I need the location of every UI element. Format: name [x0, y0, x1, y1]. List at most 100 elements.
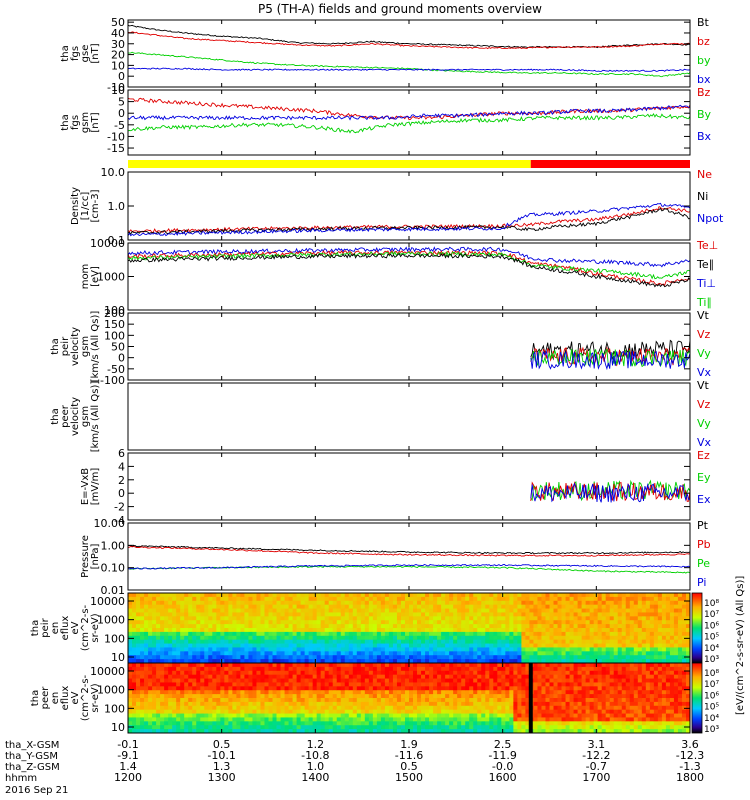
spectrogram-cell: [505, 659, 510, 664]
spectrogram-cell: [140, 651, 145, 656]
spectrogram-cell: [256, 682, 261, 687]
spectrogram-cell: [549, 608, 554, 613]
spectrogram-cell: [421, 628, 426, 633]
spectrogram-cell: [284, 628, 289, 633]
spectrogram-cell: [180, 604, 185, 609]
spectrogram-cell: [637, 604, 643, 609]
spectrogram-cell: [272, 635, 277, 641]
spectrogram-cell: [228, 596, 233, 602]
spectrogram-cell: [128, 651, 133, 656]
spectrogram-cell: [344, 713, 350, 718]
spectrogram-cell: [677, 593, 683, 598]
spectrogram-cell: [633, 631, 639, 637]
spectrogram-cell: [413, 674, 418, 679]
spectrogram-cell: [653, 600, 659, 606]
spectrogram-cell: [268, 721, 273, 726]
spectrogram-cell: [493, 686, 498, 691]
spectrogram-cell: [537, 608, 542, 613]
spectrogram-cell: [473, 670, 478, 676]
spectrogram-cell: [529, 643, 534, 648]
spectrogram-cell: [196, 620, 201, 625]
spectrogram-cell: [481, 600, 486, 606]
spectrogram-cell: [413, 639, 418, 644]
y-tick-label: 100: [104, 632, 125, 645]
spectrogram-cell: [641, 604, 647, 609]
spectrogram-cell: [561, 608, 566, 613]
spectrogram-cell: [509, 659, 514, 664]
spectrogram-cell: [180, 624, 185, 629]
spectrogram-cell: [280, 663, 285, 668]
spectrogram-cell: [404, 616, 410, 621]
spectrogram-cell: [501, 643, 506, 648]
spectrogram-cell: [593, 698, 599, 703]
spectrogram-cell: [457, 596, 462, 602]
spectrogram-cell: [577, 651, 583, 656]
spectrogram-cell: [304, 717, 310, 722]
spectrogram-cell: [172, 628, 177, 633]
spectrogram-cell: [597, 713, 603, 718]
spectrogram-cell: [404, 674, 410, 679]
spectrogram-cell: [561, 620, 566, 625]
spectrogram-cell: [421, 655, 426, 660]
spectrogram-cell: [593, 690, 599, 695]
spectrogram-cell: [521, 705, 526, 711]
spectrogram-cell: [404, 690, 410, 695]
spectrogram-cell: [545, 721, 550, 726]
spectrogram-cell: [549, 686, 554, 691]
spectrogram-cell: [501, 721, 506, 726]
spectrogram-cell: [649, 659, 655, 664]
spectrogram-cell: [677, 596, 683, 602]
spectrogram-cell: [388, 616, 394, 621]
spectrogram-cell: [200, 709, 205, 714]
spectrogram-cell: [509, 709, 514, 714]
spectrogram-cell: [677, 612, 683, 617]
spectrogram-cell: [132, 674, 137, 679]
spectrogram-cell: [629, 616, 635, 621]
spectrogram-cell: [413, 620, 418, 625]
spectrogram-cell: [533, 647, 538, 652]
spectrogram-cell: [304, 678, 310, 683]
spectrogram-cell: [473, 659, 478, 664]
spectrogram-cell: [685, 600, 691, 606]
spectrogram-cell: [236, 717, 241, 722]
spectrogram-cell: [344, 612, 350, 617]
spectrogram-cell: [565, 666, 570, 672]
spectrogram-cell: [208, 666, 213, 672]
spectrogram-cell: [268, 659, 273, 664]
spectrogram-cell: [553, 608, 558, 613]
spectrogram-cell: [352, 713, 358, 718]
series-line-3: [127, 67, 691, 72]
spectrogram-cell: [340, 647, 346, 652]
spectrogram-cell: [304, 593, 310, 598]
spectrogram-cell: [248, 647, 253, 652]
spectrogram-cell: [525, 600, 530, 606]
spectrogram-cell: [180, 670, 185, 676]
spectrogram-cell: [204, 635, 209, 641]
spectrogram-cell: [477, 694, 482, 699]
spectrogram-cell: [657, 639, 663, 644]
spectrogram-cell: [204, 596, 209, 602]
spectrogram-cell: [180, 686, 185, 691]
spectrogram-cell: [376, 596, 382, 602]
spectrogram-cell: [617, 593, 623, 598]
spectrogram-cell: [224, 682, 229, 687]
spectrogram-cell: [340, 643, 346, 648]
spectrogram-cell: [260, 690, 265, 695]
spectrogram-cell: [437, 705, 442, 711]
spectrogram-cell: [196, 725, 201, 730]
spectrogram-cell: [525, 612, 530, 617]
spectrogram-cell: [176, 729, 181, 734]
spectrogram-cell: [409, 620, 414, 625]
spectrogram-cell: [144, 713, 149, 718]
spectrogram-cell: [340, 709, 346, 714]
spectrogram-cell: [545, 631, 550, 637]
spectrogram-cell: [128, 663, 133, 668]
spectrogram-cell: [413, 709, 418, 714]
spectrogram-cell: [152, 674, 157, 679]
spectrogram-cell: [168, 608, 173, 613]
spectrogram-cell: [465, 725, 470, 730]
spectrogram-cell: [653, 647, 659, 652]
spectrogram-cell: [537, 624, 542, 629]
spectrogram-cell: [260, 686, 265, 691]
spectrogram-cell: [449, 631, 454, 637]
